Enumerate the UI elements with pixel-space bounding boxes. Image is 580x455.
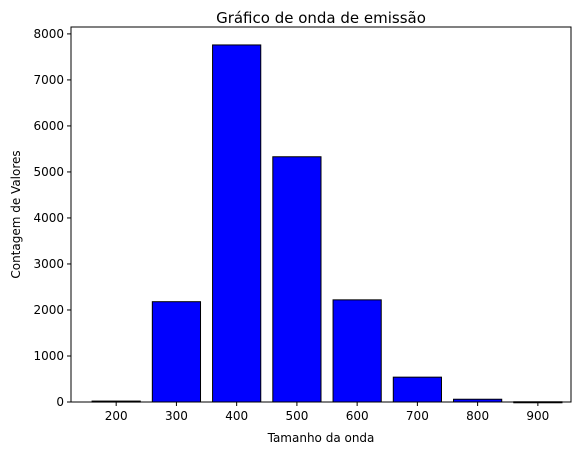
x-tick-label: 200 [105,409,128,423]
x-axis-label: Tamanho da onda [267,431,375,445]
x-tick-label: 300 [165,409,188,423]
y-tick-label: 4000 [33,211,64,225]
y-tick-label: 0 [56,395,64,409]
bar-600 [333,300,381,402]
y-tick-label: 7000 [33,73,64,87]
bar-700 [393,377,441,402]
x-axis-ticks: 200 300 400 500 600 700 800 900 [105,402,550,423]
y-tick-label: 1000 [33,349,64,363]
y-tick-label: 6000 [33,119,64,133]
y-axis-ticks: 0 1000 2000 3000 4000 5000 6000 7000 8000 [33,27,71,409]
y-axis-label: Contagem de Valores [9,150,23,278]
x-tick-label: 500 [285,409,308,423]
y-tick-label: 5000 [33,165,64,179]
x-tick-label: 600 [346,409,369,423]
y-tick-label: 3000 [33,257,64,271]
bar-300 [152,302,200,402]
y-tick-label: 2000 [33,303,64,317]
chart-title: Gráfico de onda de emissão [216,9,426,27]
x-tick-label: 400 [225,409,248,423]
x-tick-label: 800 [466,409,489,423]
bar-400 [213,45,261,402]
bars-group [92,45,562,403]
y-tick-label: 8000 [33,27,64,41]
x-tick-label: 900 [526,409,549,423]
bar-500 [273,157,321,402]
x-tick-label: 700 [406,409,429,423]
